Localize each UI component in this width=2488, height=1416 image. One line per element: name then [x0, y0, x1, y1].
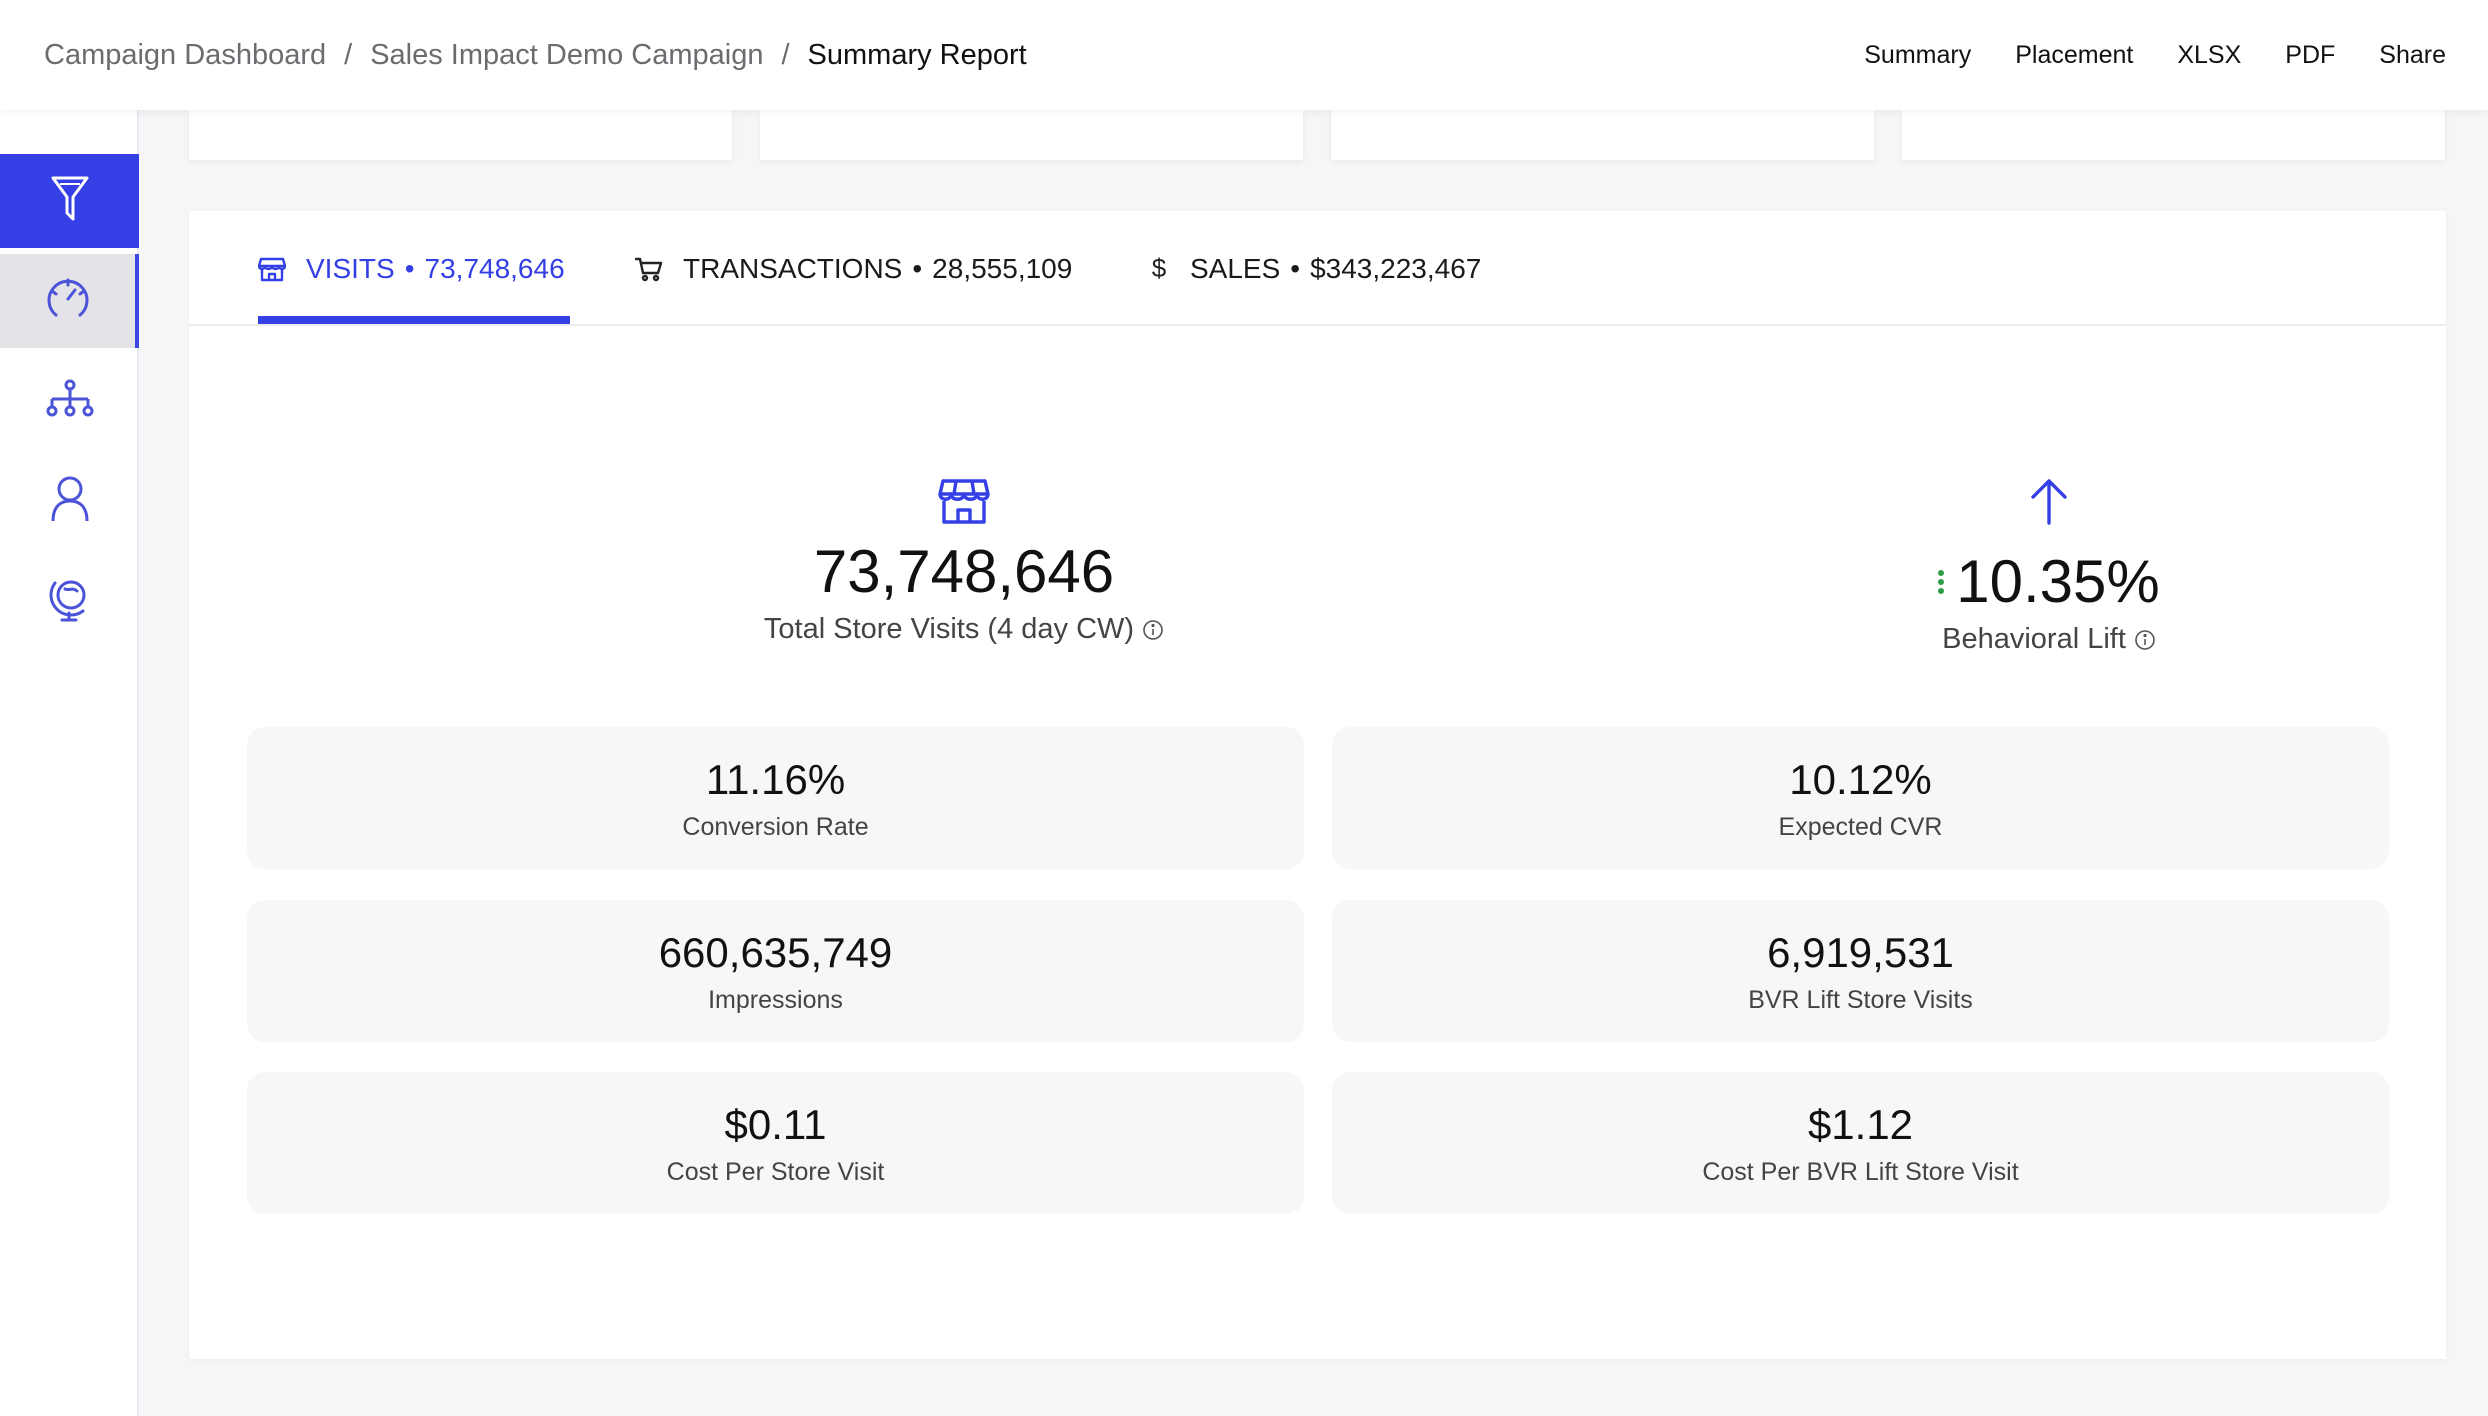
metric-tile-cost-per-store-visit: $0.11 Cost Per Store Visit	[247, 1072, 1304, 1214]
tab-transactions[interactable]: TRANSACTIONS • 28,555,109	[635, 211, 1072, 326]
sidebar-item-filter[interactable]	[0, 154, 139, 248]
tab-transactions-label: TRANSACTIONS	[683, 252, 903, 284]
nav-placement[interactable]: Placement	[2015, 40, 2134, 69]
breadcrumb-separator: /	[344, 38, 353, 71]
summary-card-partial	[1331, 110, 1874, 160]
export-pdf-button[interactable]: PDF	[2285, 40, 2336, 69]
metric-value: 660,635,749	[658, 929, 893, 976]
tab-sales-label: SALES	[1190, 252, 1281, 284]
metric-label: Cost Per BVR Lift Store Visit	[1702, 1158, 2019, 1186]
total-visits-block: 73,748,646 Total Store Visits (4 day CW)	[514, 471, 1414, 646]
sidebar-item-audience[interactable]	[0, 454, 139, 548]
tab-sales[interactable]: $ SALES • $343,223,467	[1148, 211, 1482, 326]
metric-tile-bvr-lift-store-visits: 6,919,531 BVR Lift Store Visits	[1332, 900, 2389, 1042]
sidebar-item-summary[interactable]	[0, 254, 139, 348]
metrics-card: VISITS • 73,748,646 TRANSACTIONS • 28,55…	[189, 211, 2446, 1359]
tab-visits-value: 73,748,646	[424, 252, 565, 284]
metric-label: BVR Lift Store Visits	[1748, 986, 1973, 1014]
breadcrumb-separator: /	[781, 38, 790, 71]
nav-summary[interactable]: Summary	[1864, 40, 1972, 69]
info-icon[interactable]	[1142, 619, 1164, 641]
tab-separator-dot: •	[1290, 252, 1301, 284]
dollar-icon: $	[1151, 253, 1167, 283]
top-nav: Summary Placement XLSX PDF Share	[1864, 0, 2446, 110]
metric-label: Impressions	[708, 986, 843, 1014]
tab-visits-label: VISITS	[306, 252, 395, 284]
store-icon	[514, 471, 1414, 531]
tab-visits[interactable]: VISITS • 73,748,646	[258, 211, 565, 326]
active-tab-indicator	[258, 316, 570, 324]
arrow-up-icon	[1599, 471, 2488, 531]
metric-label: Cost Per Store Visit	[666, 1158, 885, 1186]
metric-tile-cost-per-bvr-lift-visit: $1.12 Cost Per BVR Lift Store Visit	[1332, 1072, 2389, 1214]
breadcrumb-campaign-dashboard[interactable]: Campaign Dashboard	[44, 38, 327, 71]
share-button[interactable]: Share	[2379, 40, 2446, 69]
metric-value: 11.16%	[705, 756, 846, 803]
behavioral-lift-value-row: 10.35%	[1938, 547, 2160, 617]
significance-indicator-icon	[1938, 570, 1945, 594]
summary-card-partial	[189, 110, 732, 160]
metric-value: $0.11	[724, 1101, 827, 1148]
filter-icon	[50, 175, 90, 228]
metric-value: $1.12	[1807, 1101, 1914, 1148]
metric-tabs: VISITS • 73,748,646 TRANSACTIONS • 28,55…	[189, 211, 2446, 326]
sidebar	[0, 110, 139, 1416]
behavioral-lift-block: 10.35% Behavioral Lift	[1599, 471, 2488, 656]
summary-card-partial	[1902, 110, 2445, 160]
export-xlsx-button[interactable]: XLSX	[2177, 40, 2242, 69]
globe-icon	[49, 575, 91, 628]
hierarchy-icon	[45, 379, 95, 424]
top-bar: Campaign Dashboard / Sales Impact Demo C…	[0, 0, 2488, 110]
behavioral-lift-label: Behavioral Lift	[1942, 623, 2126, 655]
metric-tile-expected-cvr: 10.12% Expected CVR	[1332, 727, 2389, 869]
sidebar-item-geography[interactable]	[0, 554, 139, 648]
total-visits-label: Total Store Visits (4 day CW)	[763, 613, 1135, 645]
breadcrumb-current-page: Summary Report	[807, 38, 1027, 71]
store-icon	[258, 256, 286, 282]
behavioral-lift-value: 10.35%	[1956, 548, 2160, 615]
total-visits-value: 73,748,646	[813, 538, 1115, 605]
tab-sales-value: $343,223,467	[1310, 252, 1482, 284]
behavioral-lift-label-row: Behavioral Lift	[1599, 623, 2488, 656]
breadcrumb: Campaign Dashboard / Sales Impact Demo C…	[44, 0, 1027, 110]
tab-transactions-value: 28,555,109	[932, 252, 1073, 284]
metric-value: 10.12%	[1789, 756, 1932, 803]
tab-separator-dot: •	[404, 252, 415, 284]
metric-tile-impressions: 660,635,749 Impressions	[247, 900, 1304, 1042]
sidebar-item-hierarchy[interactable]	[0, 354, 139, 448]
info-icon[interactable]	[2134, 629, 2156, 651]
metric-label: Conversion Rate	[682, 813, 869, 841]
gauge-icon	[44, 275, 92, 328]
breadcrumb-campaign[interactable]: Sales Impact Demo Campaign	[370, 38, 764, 71]
tab-separator-dot: •	[912, 252, 923, 284]
user-icon	[50, 475, 90, 528]
metric-label: Expected CVR	[1778, 813, 1943, 841]
metric-value: 6,919,531	[1767, 929, 1954, 976]
cart-icon	[635, 256, 663, 282]
summary-card-partial	[760, 110, 1303, 160]
metric-tile-conversion-rate: 11.16% Conversion Rate	[247, 727, 1304, 869]
total-visits-label-row: Total Store Visits (4 day CW)	[764, 613, 1164, 646]
